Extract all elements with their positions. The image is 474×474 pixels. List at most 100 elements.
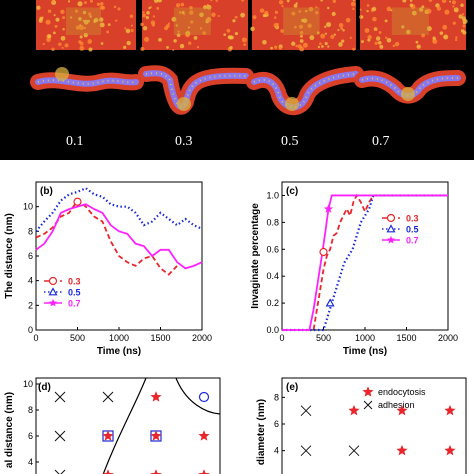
star-marker (102, 430, 114, 441)
legend-label: 0.3 (406, 214, 419, 224)
surface-particles (145, 72, 247, 108)
lipid-bilayer (35, 77, 139, 87)
concentration-label: 0.1 (66, 134, 84, 149)
nanoparticle (401, 87, 415, 101)
star-marker (348, 404, 360, 416)
phase-boundary (102, 377, 147, 474)
star-marker (198, 430, 210, 441)
y-tick-label: 0.0 (266, 325, 279, 335)
panel-label: (c) (286, 186, 298, 197)
cross-marker (300, 445, 312, 457)
concentration-label: 0.7 (372, 134, 390, 149)
series-line-0.7 (35, 203, 203, 270)
cross-marker (300, 405, 312, 417)
y-tick-label: 6 (28, 431, 33, 441)
nanoparticle (177, 97, 191, 111)
circle-marker (73, 197, 82, 206)
star-marker (150, 469, 162, 474)
nanoparticle-patch (391, 7, 429, 35)
star-marker (444, 444, 456, 456)
nanoparticle-patch (173, 7, 211, 35)
star-marker (102, 469, 114, 474)
top-views-svg (36, 0, 468, 52)
x-tick-label: 2000 (192, 333, 212, 343)
cross-marker (102, 391, 114, 403)
circle-marker (319, 247, 328, 257)
membrane-texture (359, 0, 468, 49)
x-tick-label: 1500 (396, 333, 416, 343)
x-tick-label: 500 (70, 333, 85, 343)
legend-label: 0.5 (406, 225, 419, 235)
phase-boundary (175, 377, 221, 415)
triangle-marker (386, 224, 396, 233)
plot-frame (35, 377, 221, 474)
surface-particles (361, 77, 459, 97)
y-tick-label: 0.6 (266, 244, 279, 254)
panel-label: (b) (40, 186, 53, 197)
series-line-0.3 (282, 193, 448, 331)
x-axis-label: Time (ns) (343, 346, 387, 357)
cross-marker (348, 445, 360, 457)
y-axis-label: diameter (nm) (256, 399, 267, 465)
y-tick-label: 6 (28, 251, 33, 261)
y-tick-label: 0.2 (266, 298, 279, 308)
y-tick-label: 4 (28, 276, 33, 286)
y-tick-label: 4 (274, 446, 279, 456)
chart-b: 0 500 1000 1500 2000 0 2 4 6 8 10 Time (ns) The dist… (4, 181, 212, 357)
concentration-label: 0.3 (175, 134, 193, 149)
legend-label: 0.5 (68, 288, 81, 298)
circle-marker (198, 391, 210, 403)
series-line-0.3 (35, 199, 178, 276)
y-tick-label: 10 (23, 379, 33, 389)
legend-label: endocytosis (378, 387, 426, 397)
star-marker (386, 235, 396, 244)
star-marker (150, 391, 162, 402)
top-view-snapshot (252, 0, 356, 50)
star-marker (150, 430, 162, 441)
y-axis-label: The distance (nm) (4, 213, 15, 299)
y-tick-label: 0.4 (266, 271, 279, 281)
nanoparticle-patch (66, 7, 101, 35)
y-tick-label: 2 (28, 300, 33, 310)
star-marker (396, 404, 408, 416)
x-tick-label: 500 (316, 333, 331, 343)
series-line-0.7 (282, 194, 448, 331)
cross-marker (54, 469, 66, 474)
nanoparticle (55, 67, 69, 81)
series-line-0.5 (282, 194, 448, 332)
chart-e: 4 6 8 diameter (nm) (e) endocytosis adhesion (256, 377, 467, 474)
star-marker (198, 469, 210, 474)
triangle-marker (325, 298, 335, 307)
x-tick-label: 1000 (355, 333, 375, 343)
y-tick-label: 4 (28, 457, 33, 467)
y-axis-label: al distance (nm) (4, 392, 15, 468)
x-tick-label: 0 (279, 333, 284, 343)
cross-marker (363, 400, 373, 410)
x-tick-label: 2000 (438, 333, 458, 343)
y-tick-label: 8 (28, 226, 33, 236)
membrane-texture (250, 0, 356, 52)
side-view-snapshot (30, 72, 144, 92)
y-axis-label: Invaginate percentage (250, 203, 261, 309)
concentration-label: 0.5 (281, 134, 299, 149)
star-marker (396, 444, 408, 456)
triangle-marker (48, 287, 58, 296)
y-tick-label: 8 (28, 405, 33, 415)
y-tick-label: 0.8 (266, 217, 279, 227)
chart-c: 0 500 1000 1500 2000 0.0 0.2 0.4 0.6 0.8 1.0 Time (… (250, 181, 458, 357)
star-marker (444, 404, 456, 416)
x-axis-label: Time (ns) (97, 346, 141, 357)
y-tick-label: 1.0 (266, 190, 279, 200)
x-tick-label: 1000 (109, 333, 129, 343)
membrane-texture (140, 0, 247, 52)
panel-label: (e) (286, 382, 298, 393)
membrane-texture (36, 0, 134, 52)
side-views-svg (30, 65, 466, 115)
legend-label: adhesion (378, 400, 415, 410)
snapshot-panel: 0.1 0.3 0.5 0.7 (0, 0, 474, 160)
star-marker (48, 298, 58, 307)
star-marker (323, 204, 334, 213)
circle-marker (386, 213, 396, 223)
